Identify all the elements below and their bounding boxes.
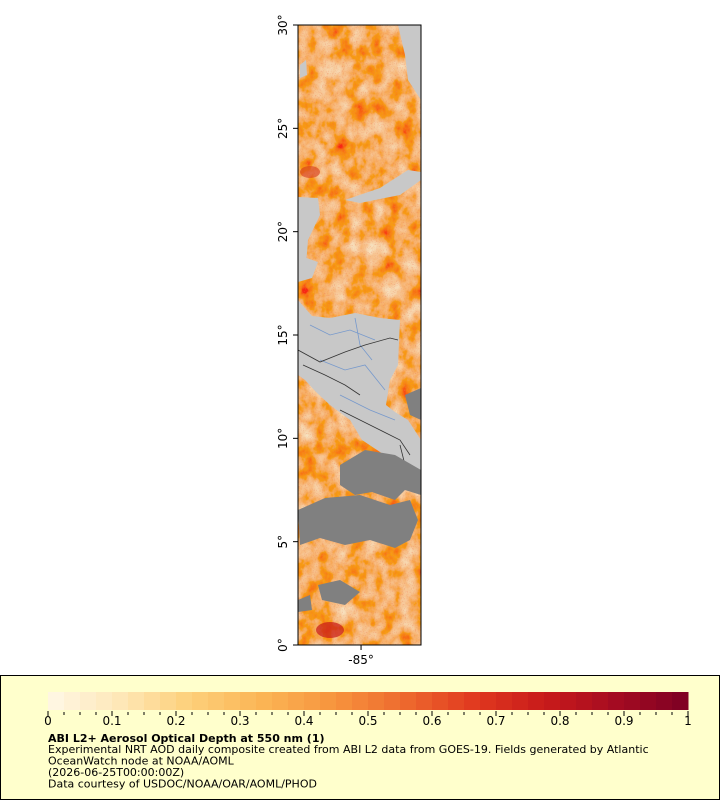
colorbar-cell <box>448 692 465 710</box>
info-line: Experimental NRT AOD daily composite cre… <box>48 743 649 756</box>
colorbar-cell <box>480 692 497 710</box>
land-belize <box>298 255 318 282</box>
no-data-middle <box>298 495 418 548</box>
colorbar-cell <box>112 692 129 710</box>
land-islet <box>300 60 307 78</box>
colorbar-cell <box>656 692 673 710</box>
land-yucatan <box>298 197 320 275</box>
colorbar-tick-label: 0.1 <box>102 714 121 728</box>
colorbar-tick-label: 0.2 <box>166 714 185 728</box>
colorbar-tick-label: 0.7 <box>486 714 505 728</box>
colorbar-cell <box>240 692 257 710</box>
colorbar-cell <box>176 692 193 710</box>
land-florida <box>398 25 421 100</box>
colorbar-cell <box>672 692 689 710</box>
high-aod-patch <box>316 622 344 638</box>
y-tick-label: 25° <box>276 118 290 139</box>
y-tick-label: 0° <box>276 638 290 652</box>
info-line: (2026-06-25T00:00:00Z) <box>48 766 184 779</box>
colorbar-cell <box>576 692 593 710</box>
colorbar-cell <box>224 692 241 710</box>
info-line: Data courtesy of USDOC/NOAA/OAR/AOML/PHO… <box>48 778 317 791</box>
colorbar-cell <box>640 692 657 710</box>
y-tick-label: 20° <box>276 221 290 242</box>
colorbar-cell <box>304 692 321 710</box>
colorbar-cell <box>624 692 641 710</box>
colorbar-cell <box>144 692 161 710</box>
colorbar-cell <box>256 692 273 710</box>
colorbar-cell <box>400 692 417 710</box>
no-data-north <box>340 450 421 500</box>
colorbar-cell <box>192 692 209 710</box>
colorbar-cell <box>512 692 529 710</box>
no-data-south <box>318 580 360 605</box>
colorbar-cell <box>352 692 369 710</box>
colorbar: 0 0.1 0.2 0.3 0.4 0.5 0.6 0.7 0.8 0.9 1 <box>44 692 692 728</box>
colorbar-tick-label: 0.8 <box>550 714 569 728</box>
colorbar-cell <box>160 692 177 710</box>
y-tick-label: 30° <box>276 14 290 35</box>
colorbar-tick-label: 0.5 <box>358 714 377 728</box>
colorbar-cell <box>560 692 577 710</box>
y-tick-label: 5° <box>276 535 290 549</box>
colorbar-cell <box>464 692 481 710</box>
colorbar-tick-label: 0.6 <box>422 714 441 728</box>
colorbar-cell <box>544 692 561 710</box>
y-tick-label: 10° <box>276 428 290 449</box>
colorbar-cell <box>128 692 145 710</box>
colorbar-tick-label: 0.4 <box>294 714 313 728</box>
colorbar-cell <box>272 692 289 710</box>
colorbar-cell <box>208 692 225 710</box>
colorbar-cell <box>416 692 433 710</box>
colorbar-tick-label: 0 <box>44 714 52 728</box>
rivers <box>309 317 396 421</box>
colorbar-cell <box>496 692 513 710</box>
colorbar-cell <box>320 692 337 710</box>
x-tick-label: -85° <box>348 653 374 667</box>
map-plot <box>298 25 421 645</box>
colorbar-cell <box>48 692 65 710</box>
no-data-southwest <box>298 595 312 612</box>
high-aod-patch <box>300 166 320 178</box>
colorbar-cell <box>336 692 353 710</box>
info-line: OceanWatch node at NOAA/AOML <box>48 755 235 768</box>
colorbar-cell <box>608 692 625 710</box>
colorbar-cell <box>96 692 113 710</box>
colorbar-cell <box>64 692 81 710</box>
colorbar-tick-label: 0.3 <box>230 714 249 728</box>
colorbar-cell <box>528 692 545 710</box>
colorbar-cell <box>80 692 97 710</box>
colorbar-title: ABI L2+ Aerosol Optical Depth at 550 nm … <box>48 732 325 745</box>
colorbar-tick-label: 0.9 <box>614 714 633 728</box>
y-tick-label: 15° <box>276 324 290 345</box>
no-data-east <box>405 388 421 420</box>
colorbar-cell <box>368 692 385 710</box>
land-cuba <box>345 170 421 203</box>
colorbar-tick-label: 1 <box>684 714 692 728</box>
colorbar-cell <box>384 692 401 710</box>
colorbar-cell <box>288 692 305 710</box>
colorbar-cell <box>592 692 609 710</box>
colorbar-cell <box>432 692 449 710</box>
